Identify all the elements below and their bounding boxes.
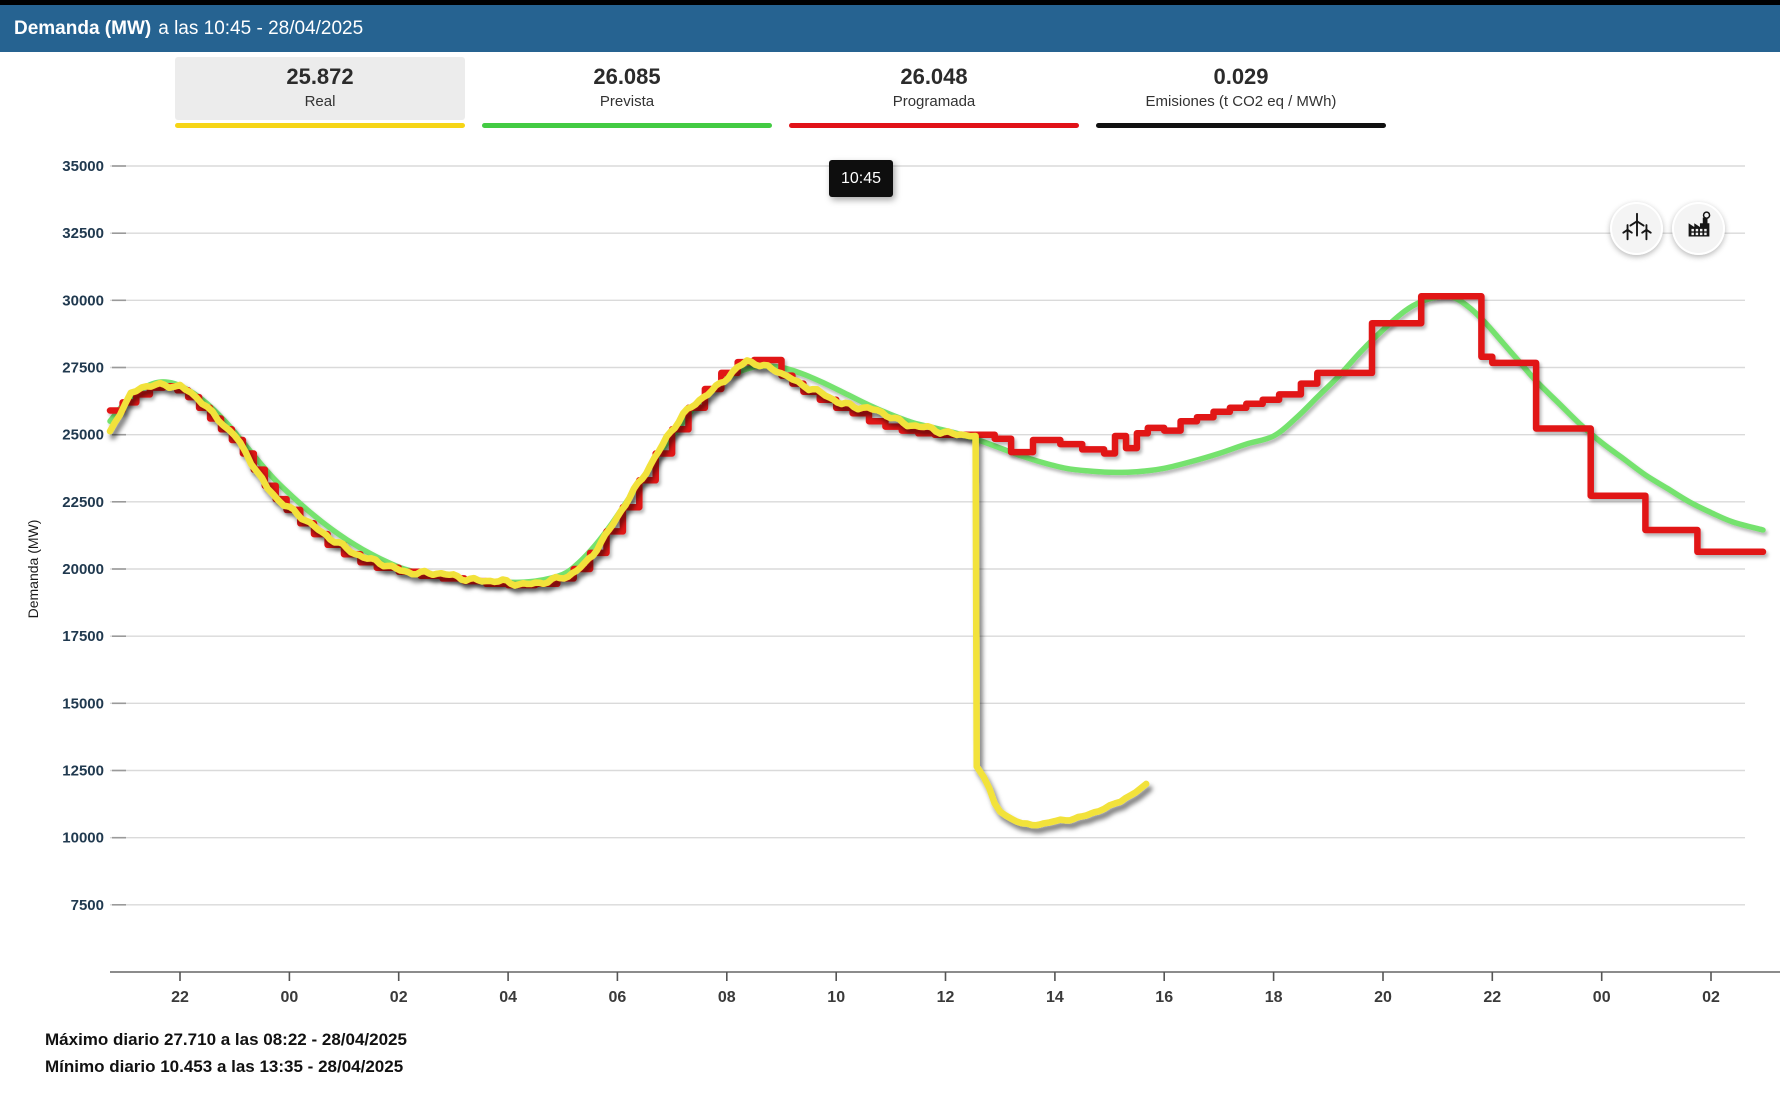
x-tick-label: 12 (937, 989, 955, 1006)
emissions-button[interactable] (1672, 202, 1725, 255)
daily-min-text: Mínimo diario 10.453 a las 13:35 - 28/04… (45, 1057, 404, 1076)
legend-value-real: 25.872 (286, 64, 354, 89)
x-tick-label: 00 (281, 989, 299, 1006)
legend-box-programada: 26.048 Programada (789, 57, 1079, 120)
series-prevista-line (107, 293, 1766, 586)
wind-generation-button[interactable] (1610, 202, 1663, 255)
chart-toolbar (1610, 202, 1725, 255)
legend-value-emisiones: 0.029 (1213, 64, 1269, 89)
legend-colorbar-real (175, 123, 465, 128)
y-tick-label: 10000 (62, 830, 104, 847)
daily-max-text: Máximo diario 27.710 a las 08:22 - 28/04… (45, 1030, 407, 1049)
x-tick-label: 04 (499, 989, 517, 1006)
grid-lines (110, 165, 1745, 906)
legend-label-real: Real (304, 93, 336, 110)
legend-colorbar-programada (789, 123, 1079, 128)
legend-item-real[interactable]: 25.872 Real (175, 57, 465, 128)
page-title: Demanda (MW) (14, 17, 152, 39)
legend-value-programada: 26.048 (900, 64, 968, 89)
x-tick-label: 14 (1046, 989, 1064, 1006)
y-tick-label: 12500 (62, 763, 104, 780)
title-bar: Demanda (MW) a las 10:45 - 28/04/2025 (0, 5, 1780, 52)
y-tick-label: 15000 (62, 695, 104, 712)
legend-colorbar-prevista (482, 123, 772, 128)
daily-extremes: Máximo diario 27.710 a las 08:22 - 28/04… (45, 1026, 407, 1080)
y-tick-label: 30000 (62, 292, 104, 309)
y-axis-title: Demanda (MW) (25, 520, 41, 619)
legend: 25.872 Real 26.085 Prevista 26.048 Progr… (175, 57, 1386, 128)
x-tick-label: 16 (1155, 989, 1173, 1006)
legend-box-emisiones: 0.029 Emisiones (t CO2 eq / MWh) (1096, 57, 1386, 120)
legend-label-emisiones: Emisiones (t CO2 eq / MWh) (1145, 93, 1337, 110)
legend-label-prevista: Prevista (599, 93, 655, 110)
x-tick-label: 22 (1483, 989, 1501, 1006)
legend-box-prevista: 26.085 Prevista (482, 57, 772, 120)
y-tick-label: 22500 (62, 494, 104, 511)
x-tick-label: 18 (1265, 989, 1283, 1006)
x-tick-label: 08 (718, 989, 736, 1006)
x-tick-label: 20 (1374, 989, 1392, 1006)
page-title-timestamp: a las 10:45 - 28/04/2025 (158, 17, 364, 39)
legend-colorbar-emisiones (1096, 123, 1386, 128)
series-real-line (106, 357, 1150, 829)
legend-box-real: 25.872 Real (175, 57, 465, 120)
legend-value-prevista: 26.085 (593, 64, 661, 89)
x-axis: 22 00 02 04 06 08 10 12 14 16 18 20 22 00 02 (110, 971, 1780, 1006)
y-tick-label: 35000 (62, 158, 104, 175)
x-tick-label: 10 (827, 989, 845, 1006)
y-tick-label: 20000 (62, 561, 104, 578)
x-tick-label: 02 (1702, 989, 1720, 1006)
wind-turbine-icon (1620, 210, 1654, 247)
y-tick-label: 27500 (62, 360, 104, 377)
legend-item-prevista[interactable]: 26.085 Prevista (482, 57, 772, 128)
legend-label-programada: Programada (892, 93, 976, 110)
factory-icon (1682, 210, 1716, 247)
legend-item-programada[interactable]: 26.048 Programada (789, 57, 1079, 128)
x-tick-label: 00 (1593, 989, 1611, 1006)
y-tick-label: 25000 (62, 427, 104, 444)
legend-item-emisiones[interactable]: 0.029 Emisiones (t CO2 eq / MWh) (1096, 57, 1386, 128)
time-tooltip: 10:45 (829, 160, 893, 197)
y-tick-label: 32500 (62, 225, 104, 242)
x-tick-label: 02 (390, 989, 408, 1006)
y-tick-label: 17500 (62, 628, 104, 645)
series-programada-line (106, 293, 1767, 589)
x-tick-label: 22 (171, 989, 189, 1006)
y-tick-label: 7500 (71, 897, 104, 914)
x-tick-label: 06 (609, 989, 627, 1006)
y-axis-labels: 35000 32500 30000 27500 25000 22500 20000 17500… (62, 158, 104, 914)
top-border (0, 0, 1780, 5)
